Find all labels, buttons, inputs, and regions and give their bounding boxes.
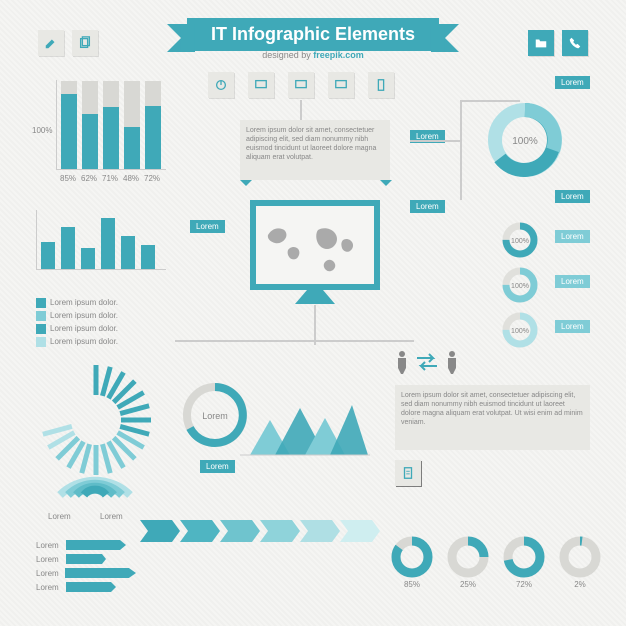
bottom-donut: 72% (502, 535, 546, 589)
copy-icon (72, 30, 98, 56)
mobile-icon (368, 72, 394, 98)
svg-text:72%: 72% (516, 580, 532, 589)
bar-label: 72% (144, 174, 160, 183)
bar (101, 218, 115, 269)
screen-icon (328, 72, 354, 98)
text-panel-1: Lorem ipsum dolor sit amet, consectetuer… (240, 120, 390, 180)
bar (141, 245, 155, 269)
bar (41, 242, 55, 269)
folder-icon (528, 30, 554, 56)
mini-donut: 100% (500, 265, 540, 305)
subtitle: designed by freepik.com (262, 50, 364, 60)
donut-label: 100% (512, 136, 538, 147)
bar-label: 62% (81, 174, 97, 183)
bottom-donut: 2% (558, 535, 602, 589)
bottom-donut: 25% (446, 535, 490, 589)
subtitle-brand: freepik.com (313, 50, 364, 60)
connector-line (410, 140, 460, 142)
arrow-bars: Lorem Lorem Lorem Lorem (36, 540, 136, 596)
lorem-tag: Lorem (410, 200, 445, 213)
connector-line (175, 340, 315, 342)
bar-chart-1: 100% 85%62%71%48%72% (36, 80, 166, 190)
svg-text:25%: 25% (460, 580, 476, 589)
monitor-screen (256, 206, 374, 284)
wifi-label: Lorem (48, 512, 71, 521)
mini-donut: 100% (500, 220, 540, 260)
arrow-segment (340, 520, 380, 542)
bar-label: 85% (60, 174, 76, 183)
bar (145, 81, 161, 169)
lorem-tag: Lorem (190, 220, 225, 233)
subtitle-prefix: designed by (262, 50, 311, 60)
legend-1: Lorem ipsum dolor. Lorem ipsum dolor. Lore… (36, 298, 118, 350)
connector-line (314, 340, 414, 342)
svg-text:100%: 100% (511, 328, 529, 335)
monitor-graphic (250, 200, 380, 290)
exchange-arrows-icon (415, 352, 439, 372)
doc-icon (395, 460, 421, 486)
pointer-icon (380, 180, 392, 192)
mini-donut: 100% (500, 310, 540, 350)
person-icon (395, 350, 409, 374)
bar (103, 81, 119, 169)
lorem-tag: Lorem (555, 76, 590, 89)
connector-line (460, 100, 462, 200)
monitor-stand (295, 290, 335, 304)
svg-text:100%: 100% (511, 238, 529, 245)
bar (124, 81, 140, 169)
bar (61, 227, 75, 269)
connector-line (300, 100, 302, 120)
svg-text:100%: 100% (511, 283, 529, 290)
legend-item: Lorem ipsum dolor. (36, 311, 118, 321)
y-axis-label: 100% (32, 126, 52, 135)
arrow-segment (140, 520, 180, 542)
bottom-donut: 85% (390, 535, 434, 589)
lorem-tag: Lorem (555, 190, 590, 203)
title-ribbon: IT Infographic Elements (187, 18, 439, 51)
lorem-tag: Lorem (200, 460, 235, 473)
arrow-segment (260, 520, 300, 542)
legend-item: Lorem ipsum dolor. (36, 324, 118, 334)
wifi-label: Lorem (100, 512, 123, 521)
arrow-bar-row: Lorem (36, 582, 136, 592)
bar (121, 236, 135, 269)
arrow-segment (300, 520, 340, 542)
wifi-chart (50, 440, 140, 510)
svg-text:Lorem: Lorem (202, 411, 228, 421)
lorem-tag: Lorem (555, 230, 590, 243)
legend-item: Lorem ipsum dolor. (36, 337, 118, 347)
lorem-tag: Lorem (555, 320, 590, 333)
bar-label: 48% (123, 174, 139, 183)
power-icon (208, 72, 234, 98)
bottom-donuts: 85% 25% 72% 2% (390, 535, 602, 589)
bar (81, 248, 95, 269)
bar (82, 81, 98, 169)
arrow-bar-row: Lorem (36, 568, 136, 578)
svg-text:2%: 2% (574, 580, 586, 589)
arrow-segment (180, 520, 220, 542)
legend-item: Lorem ipsum dolor. (36, 298, 118, 308)
arrow-bar-row: Lorem (36, 554, 136, 564)
arrow-segment (220, 520, 260, 542)
arrow-gradient-chain (140, 520, 380, 542)
svg-text:85%: 85% (404, 580, 420, 589)
people-exchange (395, 350, 459, 374)
screen-icon (288, 72, 314, 98)
arrow-bar-row: Lorem (36, 540, 136, 550)
connector-line (314, 305, 316, 345)
screen-icon (248, 72, 274, 98)
text-panel-2: Lorem ipsum dolor sit amet, consectetuer… (395, 385, 590, 450)
donut-large: 100% (485, 100, 565, 180)
world-map-icon (260, 215, 370, 275)
bar-label: 71% (102, 174, 118, 183)
phone-icon (562, 30, 588, 56)
bar-chart-2 (36, 210, 166, 280)
person-icon (445, 350, 459, 374)
bar (61, 81, 77, 169)
mountain-chart (240, 400, 370, 460)
lorem-tag: Lorem (555, 275, 590, 288)
pointer-icon (240, 180, 252, 192)
edit-icon (38, 30, 64, 56)
